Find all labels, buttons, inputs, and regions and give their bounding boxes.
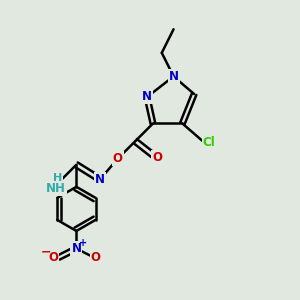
Text: Cl: Cl	[202, 136, 215, 149]
Text: +: +	[79, 238, 87, 248]
Text: O: O	[152, 151, 162, 164]
Text: O: O	[112, 152, 123, 165]
Text: N: N	[95, 173, 105, 186]
Text: N: N	[71, 242, 81, 255]
Text: −: −	[41, 245, 52, 258]
Text: H: H	[52, 173, 62, 183]
Text: N: N	[142, 91, 152, 103]
Text: NH: NH	[46, 182, 66, 195]
Text: O: O	[48, 251, 59, 264]
Text: N: N	[169, 70, 178, 83]
Text: O: O	[91, 251, 100, 264]
